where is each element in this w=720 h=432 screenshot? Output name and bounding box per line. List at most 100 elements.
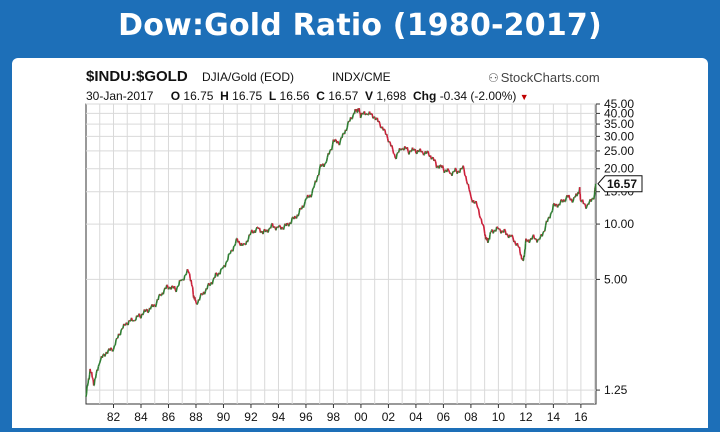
series-segment [187,270,190,274]
series-segment [214,272,217,279]
y-tick-label: 40.00 [604,106,634,120]
series-segment [183,275,186,281]
series-segment [273,225,276,228]
series-segment [178,280,181,286]
series-segment [147,311,150,314]
series-segment [268,227,271,230]
series-segment [320,164,324,167]
series-segment [119,329,122,336]
series-segment [206,284,209,290]
series-segment [130,317,134,322]
close-value: 16.57 [328,89,359,103]
series-segment [91,376,94,379]
x-tick-label: 90 [217,410,231,424]
series-segment [549,213,552,219]
series-segment [572,197,575,202]
quote-date: 30-Jan-2017 [86,89,154,103]
series-segment [550,211,553,214]
high-value: 16.75 [232,89,263,103]
y-tick-label: 30.00 [604,129,634,143]
series-segment [149,306,153,310]
y-tick-label: 5.00 [604,272,628,286]
series-segment [367,113,370,116]
series-segment [141,312,145,316]
series-segment [241,244,244,247]
series-segment [528,240,531,244]
series-segment [175,287,178,293]
series-segment [200,292,203,296]
series-segment [461,167,463,170]
y-tick-label: 35.00 [604,117,634,131]
series-segment [94,377,97,380]
x-tick-label: 04 [409,410,423,424]
series-segment [393,153,397,159]
series-segment [346,122,349,129]
series-segment [469,191,472,197]
series-segment [255,226,258,230]
x-tick-label: 96 [299,410,313,424]
series-segment [166,284,169,287]
series-segment [395,153,398,160]
series-segment [571,200,574,203]
series-segment [134,319,137,322]
series-segment [404,145,407,149]
exchange-label: INDX/CME [332,70,391,84]
series-segment [576,194,579,197]
series-segment [388,140,391,143]
series-segment [209,284,212,287]
series-segment [451,171,454,176]
series-segment [438,164,441,169]
y-tick-label: 10.00 [604,217,634,231]
series-segment [430,157,433,160]
series-segment [356,111,359,114]
series-segment [101,354,104,359]
series-segment [546,218,549,223]
series-segment [324,162,327,165]
volume-label: V [364,89,373,103]
ratio-chart: 82 84 86 88 90 92 94 96 98 00 02 04 06 08 10 12 14 16 45.0… [85,97,643,424]
series-segment [434,161,438,168]
series-segment [516,242,519,247]
series-segment [564,197,568,202]
series-segment [212,277,215,281]
series-segment [590,198,593,202]
series-segment [184,273,188,276]
series-segment [220,267,223,270]
x-tick-label: 98 [327,410,341,424]
series-segment [290,217,293,223]
series-segment [106,349,110,354]
x-tick-label: 84 [134,410,148,424]
series-segment [211,279,214,285]
series-segment [227,253,230,261]
series-segment [447,168,450,171]
series-segment [171,285,174,288]
series-segment [417,150,421,153]
series-segment [264,230,268,233]
series-segment [128,319,131,322]
series-segment [310,193,313,198]
series-segment [90,371,93,378]
x-tick-label: 82 [107,410,121,424]
series-segment [551,203,555,211]
series-segment [117,333,121,336]
series-segment [190,280,193,285]
series-segment [587,201,591,205]
x-tick-label: 88 [189,410,203,424]
series-segment [179,279,181,282]
series-segment [188,273,191,279]
series-segment [98,359,102,364]
series-segment [262,230,265,235]
series-segment [243,242,246,245]
series-segment [85,393,88,397]
series-segment [374,118,378,121]
series-segment [111,349,115,352]
series-segment [434,159,437,163]
series-segment [224,262,227,268]
x-tick-label: 12 [519,410,533,424]
series-segment [465,175,468,182]
series-segment [233,243,237,247]
series-segment [162,289,165,295]
series-segment [427,150,430,155]
series-segment [196,302,199,306]
